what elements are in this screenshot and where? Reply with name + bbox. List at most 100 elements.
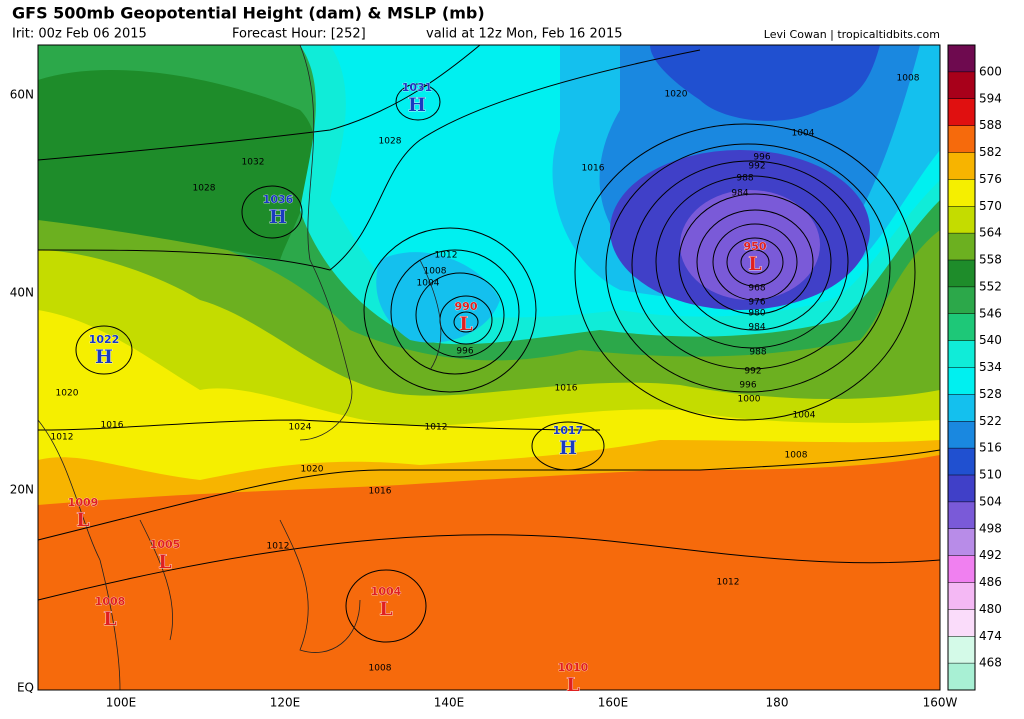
colorbar-segment (948, 663, 975, 691)
colorbar-label: 570 (979, 199, 1002, 213)
isobar-label: 992 (748, 162, 765, 172)
colorbar-segment (948, 125, 975, 153)
isobar-label: 1020 (665, 90, 688, 100)
colorbar-label: 504 (979, 494, 1002, 508)
isobar-label: 1008 (897, 74, 920, 84)
center-value: 1009 (68, 496, 99, 509)
lat-label: EQ (17, 681, 34, 695)
isobar-label: 1012 (435, 251, 458, 261)
isobar-label: 976 (748, 298, 765, 308)
center-value: 1022 (89, 333, 120, 346)
colorbar-segment (948, 528, 975, 557)
center-letter: L (158, 551, 171, 573)
colorbar-segment (948, 313, 975, 342)
colorbar-segment (948, 98, 975, 127)
center-letter: L (76, 509, 89, 531)
isobar-label: 1012 (267, 542, 290, 552)
colorbar-label: 468 (979, 656, 1002, 670)
title: GFS 500mb Geopotential Height (dam) & MS… (12, 4, 485, 23)
isobar-label: 1004 (793, 411, 816, 421)
colorbar-segment (948, 286, 975, 315)
isobar-label: 988 (736, 174, 753, 184)
colorbar-label: 546 (979, 306, 1002, 320)
colorbar-label: 558 (979, 253, 1002, 267)
isobar-label: 1032 (242, 158, 265, 168)
colorbar-label: 492 (979, 548, 1002, 562)
colorbar-label: 474 (979, 629, 1002, 643)
isobar-label: 996 (753, 153, 770, 163)
colorbar-segment (948, 233, 975, 261)
colorbar-frame (947, 44, 976, 691)
lat-label: 40N (10, 286, 34, 300)
colorbar-label: 480 (979, 602, 1002, 616)
isobar-label: 1012 (717, 578, 740, 588)
center-letter: L (379, 598, 392, 620)
center-value: 1004 (371, 585, 402, 598)
center-value: 1017 (553, 424, 584, 437)
colorbar-label: 486 (979, 575, 1002, 589)
colorbar-segment (948, 206, 975, 234)
lon-label: 160W (923, 696, 958, 710)
colorbar-label: 594 (979, 91, 1002, 105)
valid-time: valid at 12z Mon, Feb 16 2015 (426, 27, 623, 42)
colorbar-label: 528 (979, 387, 1002, 401)
isobar-label: 1008 (424, 267, 447, 277)
center-value: 1031 (402, 81, 433, 94)
lat-label: 60N (10, 88, 34, 102)
colorbar-segment (948, 636, 975, 664)
isobar-label: 1016 (555, 384, 578, 394)
colorbar-label: 516 (979, 441, 1002, 455)
lon-label: 100E (106, 696, 137, 710)
map-frame (37, 44, 941, 691)
colorbar-segment (948, 394, 975, 422)
colorbar-segment (948, 71, 975, 100)
colorbar-segment (948, 501, 975, 530)
colorbar-label: 600 (979, 64, 1002, 78)
isobar-label: 1008 (785, 451, 808, 461)
isobar-label: 988 (749, 348, 766, 358)
center-value: 1008 (95, 595, 126, 608)
isobar-label: 1020 (301, 465, 324, 475)
forecast-hour: Forecast Hour: [252] (232, 27, 366, 42)
center-letter: H (408, 94, 426, 116)
lon-label: 140E (434, 696, 465, 710)
isobar-label: 1020 (56, 389, 79, 399)
colorbar-segment (948, 260, 975, 288)
isobar-label: 1004 (417, 279, 440, 289)
colorbar-label: 564 (979, 226, 1002, 240)
colorbar-label: 588 (979, 118, 1002, 132)
colorbar-label: 498 (979, 521, 1002, 535)
colorbar-label: 576 (979, 172, 1002, 186)
lon-label: 180 (766, 696, 789, 710)
lat-label: 20N (10, 483, 34, 497)
colorbar-label: 540 (979, 333, 1002, 347)
center-value: 1036 (263, 193, 294, 206)
isobar-label: 1012 (51, 433, 74, 443)
center-letter: L (459, 313, 472, 335)
center-value: 1010 (558, 661, 589, 674)
colorbar-label: 522 (979, 414, 1002, 428)
colorbar-segment (948, 555, 975, 583)
center-letter: L (566, 674, 579, 696)
isobar-label: 996 (739, 381, 756, 391)
isobar-label: 1016 (101, 421, 124, 431)
colorbar-segment (948, 45, 975, 73)
center-value: 950 (744, 240, 767, 253)
isobar-label: 1000 (738, 395, 761, 405)
center-value: 990 (455, 300, 478, 313)
center-letter: L (103, 608, 116, 630)
colorbar-segment (948, 179, 975, 207)
init-time: Irit: 00z Feb 06 2015 (12, 27, 147, 42)
center-letter: L (748, 253, 761, 275)
isobar-label: 1004 (792, 129, 815, 139)
colorbar-label: 582 (979, 145, 1002, 159)
colorbar-label: 552 (979, 279, 1002, 293)
colorbar-segment (948, 340, 975, 368)
colorbar-segment (948, 609, 975, 637)
center-letter: H (269, 206, 287, 228)
colorbar-segment (948, 475, 975, 503)
isobar-label: 980 (748, 309, 765, 319)
map (38, 45, 940, 690)
isobar-label: 996 (456, 347, 473, 357)
colorbar-segment (948, 582, 975, 610)
